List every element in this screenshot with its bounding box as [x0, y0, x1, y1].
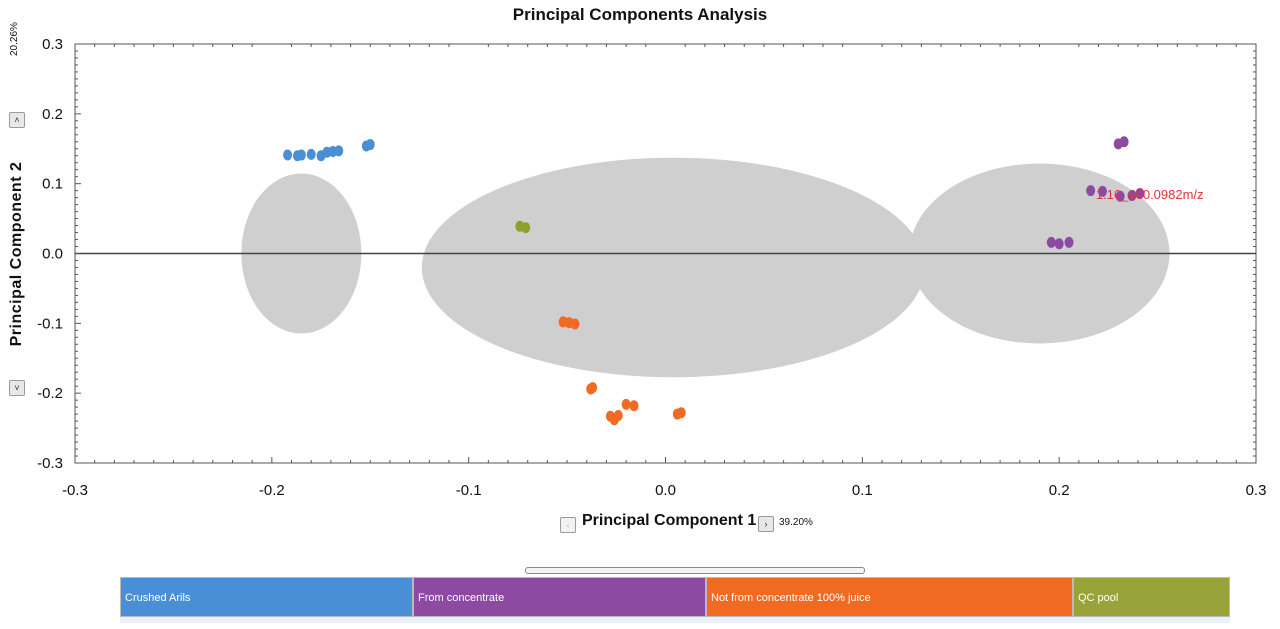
legend-base — [413, 617, 706, 623]
y-axis-area: Principal Component 2 — [2, 140, 32, 380]
data-point — [1119, 136, 1129, 148]
legend-base — [706, 617, 1073, 623]
pca-plot: -0.3 -0.2 -0.1 0.0 0.1 0.2 0.3 0.3 0.2 0.1 0.0 -0.1… — [37, 36, 1267, 499]
data-point — [1046, 236, 1056, 248]
x-tick-label: 0.2 — [1049, 482, 1070, 499]
data-point — [1115, 190, 1125, 202]
x-tick-label: -0.2 — [259, 482, 285, 499]
y-axis-label: Principal Component 2 — [8, 161, 25, 347]
data-point — [1064, 236, 1074, 248]
x-tick-label: -0.3 — [62, 482, 88, 499]
data-point — [586, 383, 596, 395]
data-point — [570, 318, 580, 330]
data-point — [296, 149, 306, 161]
data-point — [621, 398, 631, 410]
data-point — [1127, 190, 1137, 202]
x-axis-label: Principal Component 1 — [582, 512, 757, 529]
data-point — [629, 400, 639, 412]
legend-base — [1073, 617, 1230, 623]
legend-base — [120, 617, 413, 623]
data-point — [1086, 185, 1096, 197]
highlight-annotation: 1.16_460.0982m/z — [1096, 187, 1204, 202]
x-left-button[interactable]: ‹ — [560, 517, 576, 533]
legend-item-from-concentrate[interactable]: From concentrate — [413, 577, 706, 623]
data-point — [306, 148, 316, 160]
data-point — [365, 139, 375, 151]
x-tick-label: 0.3 — [1246, 482, 1267, 499]
legend-item-crushed-arils[interactable]: Crushed Arils — [120, 577, 413, 623]
data-point — [334, 145, 344, 157]
data-point — [283, 149, 293, 161]
x-tick-label: 0.0 — [655, 482, 676, 499]
legend-swatch: Not from concentrate 100% juice — [706, 577, 1073, 617]
legend-swatch: QC pool — [1073, 577, 1230, 617]
y-tick-label: 0.3 — [42, 36, 63, 53]
data-point — [613, 410, 623, 422]
data-point — [1135, 187, 1145, 199]
x-tick-label: -0.1 — [456, 482, 482, 499]
legend-swatch: Crushed Arils — [120, 577, 413, 617]
data-point — [1054, 238, 1064, 250]
y-tick-label: -0.1 — [37, 315, 63, 332]
y-tick-label: 0.2 — [42, 106, 63, 123]
data-point — [676, 407, 686, 419]
y-tick-label: -0.3 — [37, 455, 63, 472]
y-tick-label: 0.1 — [42, 176, 63, 193]
legend-item-qc-pool[interactable]: QC pool — [1073, 577, 1230, 623]
x-tick-label: 0.1 — [852, 482, 873, 499]
x-variance-label: 39.20% — [779, 517, 813, 528]
chart-title: Principal Components Analysis — [512, 5, 768, 24]
x-right-button[interactable]: › — [758, 516, 774, 532]
legend-item-not-from-concentrate[interactable]: Not from concentrate 100% juice — [706, 577, 1073, 623]
loadings-cloud — [421, 157, 925, 378]
data-point — [521, 222, 531, 234]
y-variance-label: 20.26% — [9, 22, 20, 56]
horizontal-scrollbar[interactable] — [525, 567, 865, 574]
legend-swatch: From concentrate — [413, 577, 706, 617]
y-tick-label: 0.0 — [42, 246, 63, 263]
y-tick-label: -0.2 — [37, 385, 63, 402]
y-down-button[interactable]: ˅ — [9, 380, 25, 396]
y-up-button[interactable]: ˄ — [9, 112, 25, 128]
legend: Crushed Arils From concentrate Not from … — [120, 577, 1230, 623]
data-point — [1097, 185, 1107, 197]
